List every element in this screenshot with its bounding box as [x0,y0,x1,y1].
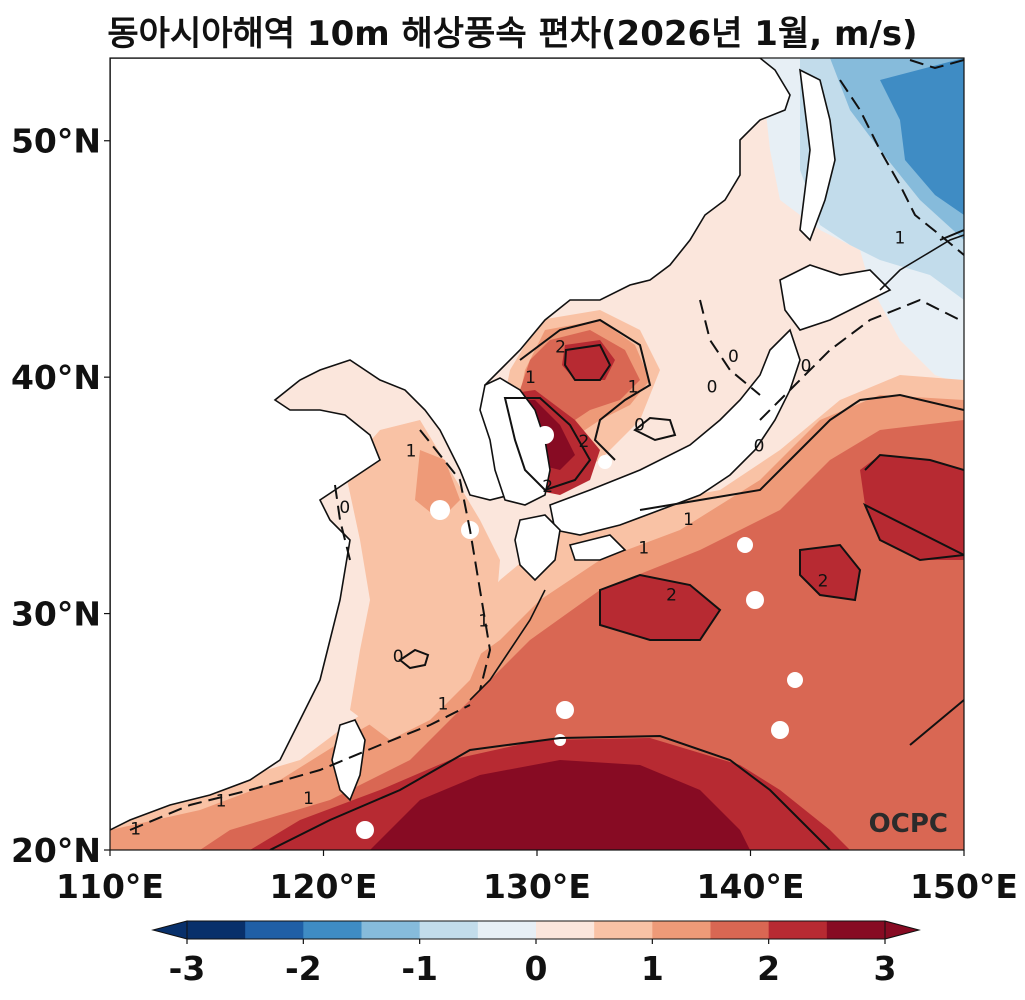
contour-label: 1 [216,791,227,811]
colorbar-segment [826,921,886,939]
contour-label: 0 [754,437,765,457]
colorbar-tick-label: 0 [525,949,548,988]
colorbar-segment [361,921,421,939]
lat-tick-label: 40°N [11,358,101,397]
contour-2-bonin [799,543,862,602]
contour-label: 0 [728,347,739,367]
lon-tick-label: 120°E [270,867,378,906]
missing-data-patches [356,426,803,839]
contour-0-west [334,484,351,561]
colorbar-segment [652,921,711,939]
anomaly-region-negative-strong [880,58,964,215]
anomaly-region-positive-3 [370,760,750,850]
contour-label: 1 [895,229,906,249]
land-kurils [879,234,964,291]
colorbar-tick-label: 1 [641,949,664,988]
contour-3-se [909,699,964,746]
land-mainland-asia [110,58,791,831]
anomaly-region-positive-bonin [800,545,860,600]
land-sakhalin [799,68,836,242]
contour-1-ne-solid [939,229,964,241]
map-title: 동아시아해역 10m 해상풍속 편차(2026년 1월, m/s) [107,14,918,54]
anomaly-region-positive-east [860,455,964,560]
map-axis-ticks: 110°E 120°E 130°E 140°E 150°E 20°N 30°N 40°N 50°… [11,122,1018,906]
lon-tick-label: 140°E [697,867,805,906]
lat-tick-label: 30°N [11,595,101,634]
land-kyushu [514,514,561,582]
contour-label: 1 [525,368,536,388]
colorbar-tick-label: -3 [169,949,206,988]
contour-label: 1 [478,612,489,632]
colorbar-tick-label: 2 [757,949,780,988]
contour-1-scs [129,704,471,831]
contour-1-ecs [419,429,492,691]
colorbar-segment [768,921,828,939]
contour-label: 2 [542,477,553,497]
contour-1-pacific [639,393,964,511]
contour-label: 2 [818,571,829,591]
contour-0-hokkaido [759,298,961,421]
anomaly-region-positive-2 [200,420,964,850]
colorbar-segment [187,921,246,939]
land-ryukyu [469,589,546,701]
contour-label: 2 [579,432,590,452]
colorbar-tick-label: 3 [874,949,897,988]
contour-label: 1 [628,378,639,398]
contour-label: 1 [438,694,449,714]
contour-label: 2 [666,586,677,606]
colorbar-segment [303,921,362,939]
contour-2-korea [503,397,592,492]
anomaly-region-positive-ecs [345,420,500,740]
anomaly-region-positive-ecs-core [415,450,460,520]
land-hokkaido [779,264,892,331]
lon-tick-label: 130°E [483,867,591,906]
contour-label: 1 [130,820,141,840]
contour-0-ne [909,59,964,70]
colorbar-segment [536,921,595,939]
colorbar-tick-label: -2 [285,949,322,988]
contour-2-south [269,734,831,850]
contour-lines [129,59,964,850]
contour-label: 2 [555,337,566,357]
colorbar-over-extension [884,920,921,940]
contour-label: 1 [406,441,417,461]
contour-0-eastsea-small [633,416,677,442]
contour-label: 0 [393,647,404,667]
contour-0-ecs-small [398,648,430,670]
contour-label: 0 [801,356,812,376]
colorbar-segment [594,921,653,939]
contour-0-eastsea [699,299,761,396]
colorbar-tick-label: -1 [401,949,438,988]
colorbar-segment [710,921,770,939]
land-honshu [549,328,801,536]
contour-1-eastsea [519,318,652,461]
lon-tick-label: 150°E [910,867,1018,906]
colorbar-segment [477,921,537,939]
lat-tick-label: 50°N [11,122,101,161]
colorbar-segment [245,921,304,939]
contour-label: 1 [683,510,694,530]
contour-label: 0 [707,378,718,398]
contour-label: 0 [339,498,350,518]
contour-label: 1 [638,538,649,558]
contour-2-east [862,453,964,562]
colorbar-segment [419,921,479,939]
colorbar: -3 -2 -1 0 1 2 3 [151,920,921,988]
contour-label: 1 [303,789,314,809]
lat-tick-label: 20°N [11,831,101,870]
contour-2-eastsea [563,343,612,381]
colorbar-under-extension [151,920,188,940]
ocpc-logo: OCPC [869,809,948,839]
contour-label: 0 [634,415,645,435]
anomaly-region-positive-shikoku [600,575,720,640]
land-shikoku [568,534,627,561]
lon-tick-label: 110°E [56,867,164,906]
contour-2-shikoku [599,573,722,641]
